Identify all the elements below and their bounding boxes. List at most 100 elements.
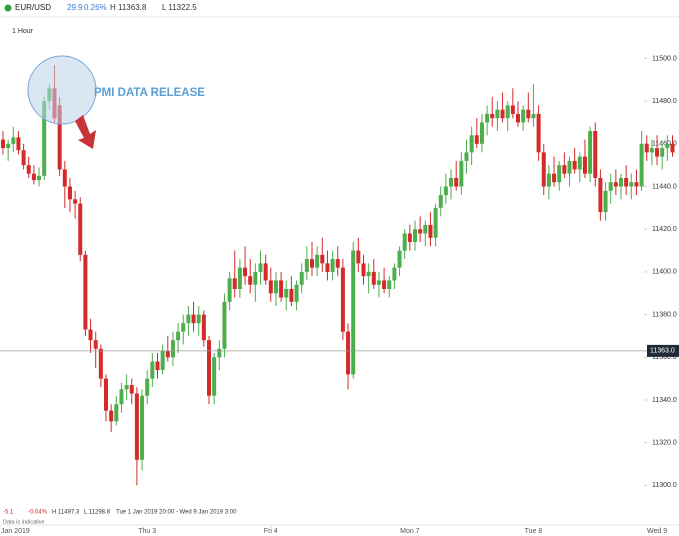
candle-body xyxy=(397,250,402,268)
candle-body xyxy=(268,280,273,294)
candle-body xyxy=(88,329,93,341)
candle-body xyxy=(294,284,299,302)
candle-body xyxy=(104,378,108,411)
header-high: H 11363.8 xyxy=(110,3,147,12)
candle-body xyxy=(593,131,598,178)
candle-body xyxy=(165,350,170,358)
candle-body xyxy=(232,278,237,289)
candle-body xyxy=(150,361,155,379)
candle-body xyxy=(567,160,572,174)
candle-body xyxy=(315,254,320,268)
candle-body xyxy=(186,314,191,324)
x-tick-label: Fri 4 xyxy=(264,528,278,535)
candle-body xyxy=(62,169,67,187)
candle-body xyxy=(464,152,469,161)
candle-body xyxy=(474,135,479,144)
y-tick-label: 11440.0 xyxy=(652,183,677,190)
candle-body xyxy=(479,122,484,144)
candle-body xyxy=(366,271,371,277)
candle-body xyxy=(588,131,593,174)
price-label-box xyxy=(647,344,679,357)
candle-body xyxy=(407,233,412,243)
candle-body xyxy=(351,250,356,375)
candle-body xyxy=(356,250,361,264)
arrow xyxy=(75,115,96,149)
candle-body xyxy=(217,348,222,358)
candle-body xyxy=(98,348,103,379)
candle-body xyxy=(603,190,608,213)
candle-body xyxy=(619,177,623,187)
candle-body xyxy=(289,288,294,302)
candle-body xyxy=(629,182,634,187)
candle-body xyxy=(212,357,217,396)
candle-body xyxy=(582,156,587,174)
candle-body xyxy=(26,165,31,174)
candle-body xyxy=(438,195,443,208)
candle-body xyxy=(37,175,42,181)
candle-body xyxy=(21,150,26,166)
candle-body xyxy=(552,173,557,183)
candle-body xyxy=(387,280,392,289)
candle-body xyxy=(201,314,206,341)
y-tick-label: 11500.0 xyxy=(652,55,677,62)
candle-body xyxy=(320,254,325,264)
candle-body xyxy=(624,177,629,187)
candle-body xyxy=(273,280,278,294)
candle-body xyxy=(227,278,232,302)
candle-body xyxy=(598,177,603,213)
candle-body xyxy=(428,224,433,238)
candle-body xyxy=(443,186,448,196)
candle-body xyxy=(490,113,495,119)
candle-body xyxy=(304,259,309,272)
candle-body xyxy=(93,340,98,349)
change: 29.9 xyxy=(67,3,83,12)
candle-body xyxy=(608,182,613,191)
candle-body xyxy=(176,331,181,341)
candle-body xyxy=(335,259,340,268)
annotation: PMI DATA RELEASE xyxy=(94,87,205,99)
candle-body xyxy=(222,301,227,349)
candle-body xyxy=(449,177,454,187)
candle-body xyxy=(145,378,150,396)
candle-body xyxy=(346,331,351,375)
candle-body xyxy=(649,148,654,153)
candle-body xyxy=(433,207,438,238)
candle-body xyxy=(639,143,644,187)
candle-body xyxy=(160,350,165,371)
candle-body xyxy=(526,109,531,119)
candle-body xyxy=(258,263,263,272)
candle-body xyxy=(263,263,268,281)
candle-body xyxy=(500,109,505,119)
candle-body xyxy=(191,314,196,324)
candle-body xyxy=(181,323,186,332)
x-tick-label: Tue 8 xyxy=(525,528,543,535)
candle-body xyxy=(134,393,139,460)
candle-body xyxy=(42,101,47,176)
candle-body xyxy=(562,165,567,174)
y-tick-label: 11400.0 xyxy=(652,269,677,276)
x-tick-label: Mon 7 xyxy=(400,528,420,535)
candle-body xyxy=(114,404,119,422)
symbol[interactable]: EUR/USD xyxy=(15,3,51,12)
candle-body xyxy=(371,271,376,285)
candle-body xyxy=(660,148,665,157)
footer-change: -5.1 xyxy=(3,510,14,516)
timeframe[interactable]: 1 Hour xyxy=(12,28,34,35)
candle-body xyxy=(248,276,253,285)
candle-body xyxy=(557,165,562,183)
header-low: L 11322.5 xyxy=(162,3,197,12)
candle-body xyxy=(516,113,520,123)
candle-body xyxy=(382,280,387,289)
candle-body xyxy=(546,173,551,187)
candle-body xyxy=(207,340,211,396)
candle-body xyxy=(423,224,428,234)
candle-body xyxy=(310,259,314,268)
candle-body xyxy=(83,254,88,330)
candle-body xyxy=(413,229,417,243)
candle-body xyxy=(521,109,526,123)
candle-body xyxy=(572,160,577,170)
candle-body xyxy=(613,182,618,187)
candle-body xyxy=(361,263,366,277)
status-dot xyxy=(4,4,12,12)
